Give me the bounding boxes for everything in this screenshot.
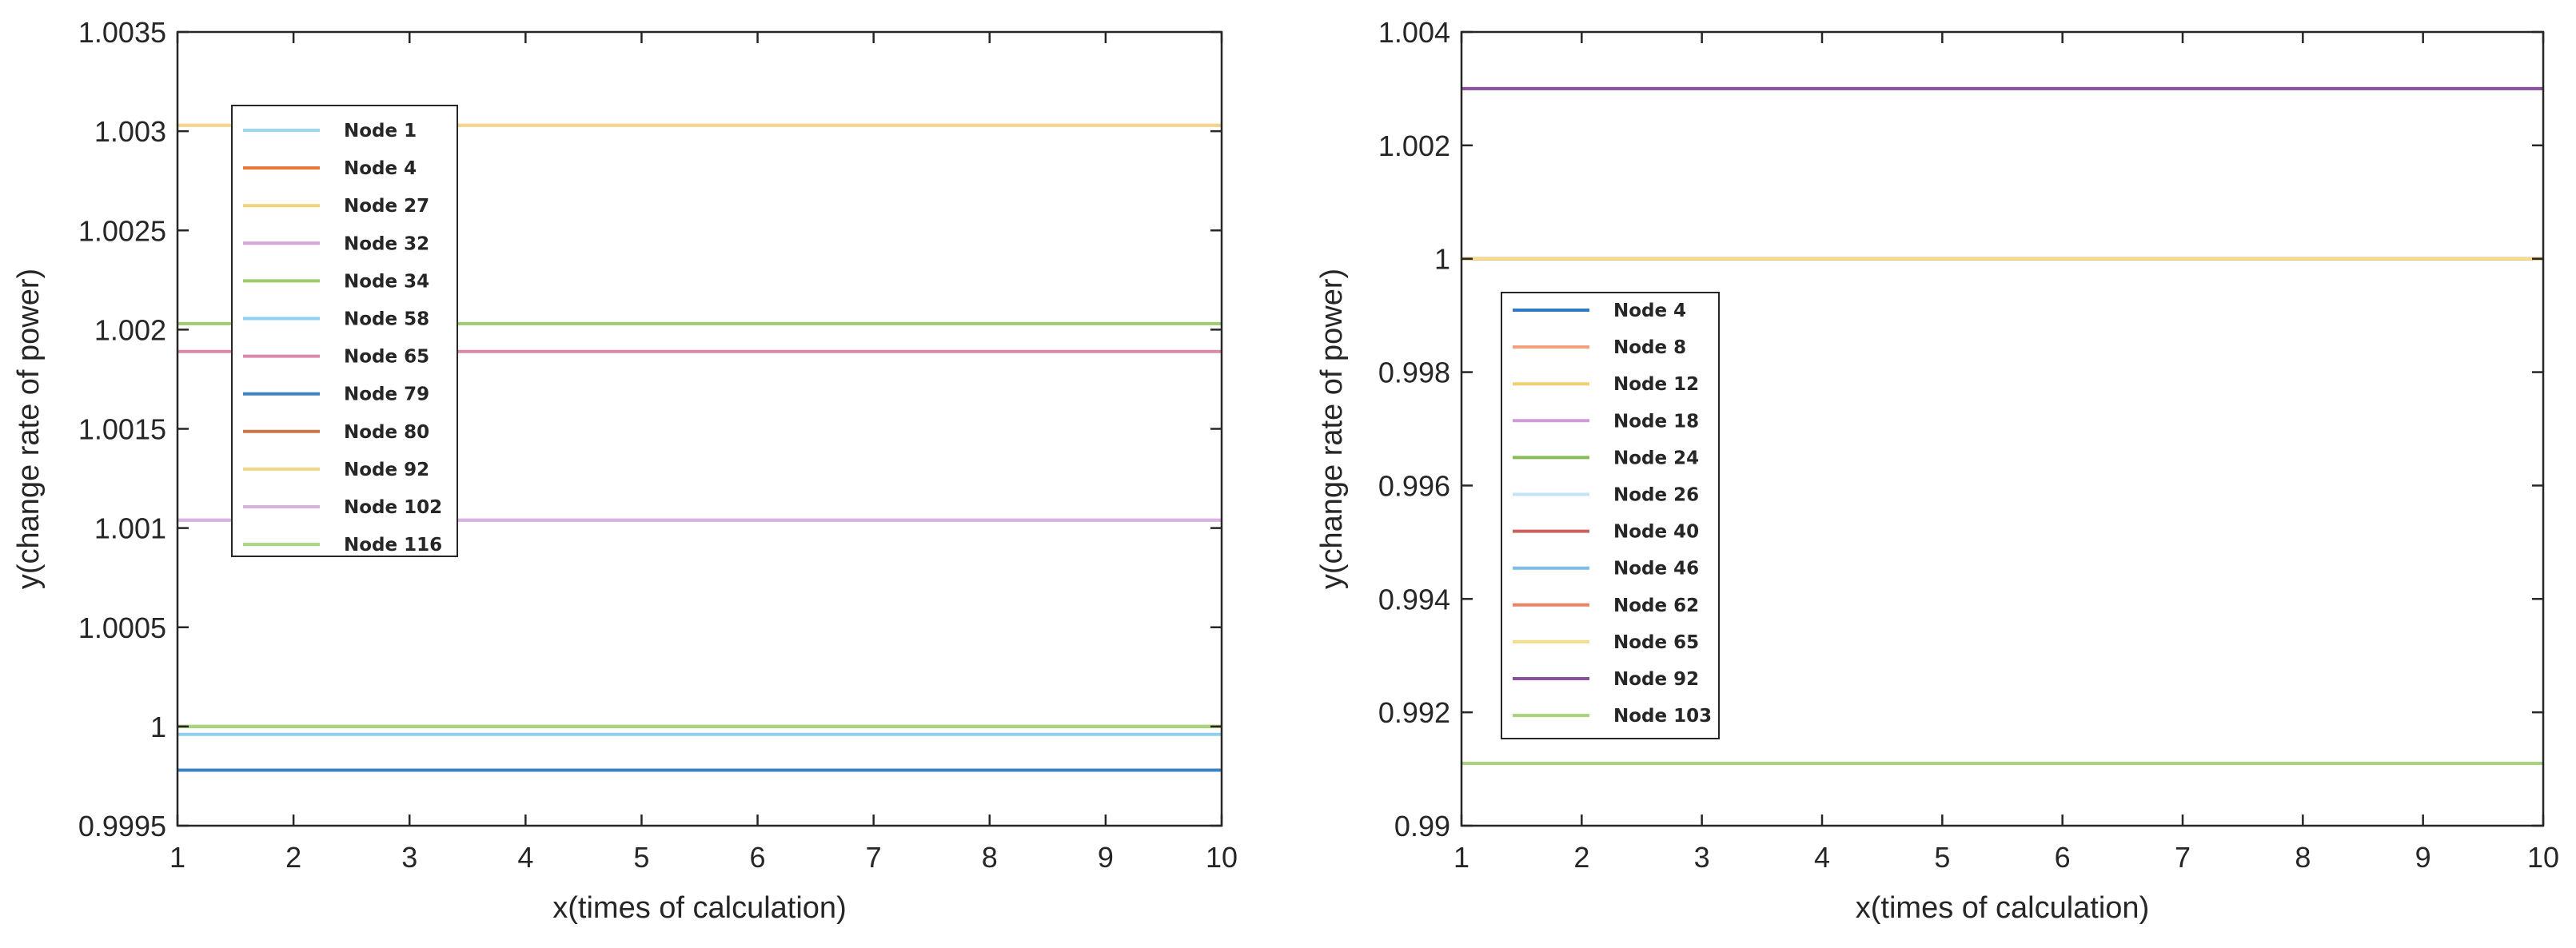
legend-label: Node 26	[1613, 485, 1699, 506]
y-tick-label: 1.002	[94, 313, 166, 346]
legend-label: Node 1	[344, 121, 417, 141]
y-axis-label: y(change rate of power)	[12, 269, 46, 589]
legend: Node 4 Node 8 Node 12 Node 18 Node 24 Node 26…	[1501, 292, 1720, 739]
y-tick-label: 0.998	[1378, 356, 1450, 389]
x-tick-label: 10	[1206, 841, 1238, 874]
x-tick-label: 9	[2415, 841, 2431, 874]
y-tick-label: 1	[1434, 243, 1450, 276]
legend-label: Node 102	[344, 497, 442, 518]
x-axis-label: x(times of calculation)	[552, 891, 846, 925]
x-tick-label: 1	[169, 841, 185, 874]
y-tick-label: 1.002	[1378, 129, 1450, 162]
y-tick-label: 1.0025	[78, 214, 166, 247]
legend-label: Node 24	[1613, 448, 1699, 468]
x-tick-label: 3	[401, 841, 417, 874]
x-tick-label: 8	[2295, 841, 2311, 874]
y-tick-label: 1.004	[1378, 16, 1450, 49]
legend-label: Node 58	[344, 309, 429, 330]
legend-label: Node 34	[344, 271, 429, 292]
legend-label: Node 46	[1613, 559, 1699, 580]
legend-label: Node 62	[1613, 595, 1699, 616]
y-tick-label: 0.99	[1394, 810, 1450, 842]
legend-label: Node 32	[344, 233, 429, 254]
legend-label: Node 65	[344, 347, 429, 368]
x-tick-label: 1	[1453, 841, 1469, 874]
legend-box	[231, 105, 458, 557]
legend-label: Node 92	[344, 460, 429, 480]
y-axis-label: y(change rate of power)	[1315, 269, 1349, 589]
y-tick-label: 1.001	[94, 512, 166, 545]
plot-area-border	[1460, 30, 2545, 827]
y-tick-label: 1.0005	[78, 611, 166, 644]
legend-label: Node 4	[344, 158, 417, 179]
x-tick-label: 7	[866, 841, 882, 874]
legend: Node 1 Node 4 Node 27 Node 32 Node 34 Node 58…	[231, 105, 458, 557]
left-chart: 1 2 3 4 5 6 7 8 9 100.999511.00051.0011.00151.002…	[12, 16, 1238, 925]
x-axis-label: x(times of calculation)	[1856, 891, 2149, 925]
legend-label: Node 65	[1613, 632, 1699, 653]
y-tick-label: 1	[150, 711, 166, 743]
y-tick-label: 0.9995	[78, 810, 166, 842]
x-tick-label: 5	[1934, 841, 1950, 874]
legend-label: Node 27	[344, 196, 429, 217]
x-tick-label: 6	[750, 841, 766, 874]
y-tick-label: 1.0035	[78, 16, 166, 49]
legend-label: Node 8	[1613, 337, 1686, 358]
legend-label: Node 80	[344, 422, 429, 443]
x-tick-label: 10	[2527, 841, 2559, 874]
legend-label: Node 79	[344, 384, 429, 405]
x-tick-label: 4	[517, 841, 533, 874]
y-tick-label: 0.992	[1378, 696, 1450, 729]
x-tick-label: 6	[2055, 841, 2071, 874]
right-chart: 1 2 3 4 5 6 7 8 9 10 0.99 0.992 0.994 0.996 0.998 1 1.00…	[1315, 16, 2559, 925]
y-tick-label: 1.003	[94, 115, 166, 148]
x-tick-label: 2	[285, 841, 301, 874]
legend-label: Node 12	[1613, 374, 1699, 395]
x-tick-label: 9	[1098, 841, 1114, 874]
x-tick-label: 7	[2175, 841, 2191, 874]
legend-label: Node 40	[1613, 522, 1699, 543]
x-tick-label: 5	[633, 841, 649, 874]
y-tick-label: 0.994	[1378, 583, 1450, 615]
legend-label: Node 92	[1613, 669, 1699, 690]
legend-label: Node 103	[1613, 706, 1712, 727]
y-tick-label: 1.0015	[78, 413, 166, 446]
x-tick-label: 2	[1573, 841, 1589, 874]
legend-label: Node 18	[1613, 411, 1699, 432]
legend-box	[1501, 292, 1720, 739]
x-tick-label: 8	[982, 841, 998, 874]
legend-label: Node 4	[1613, 301, 1686, 321]
x-tick-label: 4	[1814, 841, 1830, 874]
y-tick-label: 0.996	[1378, 469, 1450, 502]
legend-label: Node 116	[344, 535, 442, 556]
x-tick-label: 3	[1694, 841, 1710, 874]
